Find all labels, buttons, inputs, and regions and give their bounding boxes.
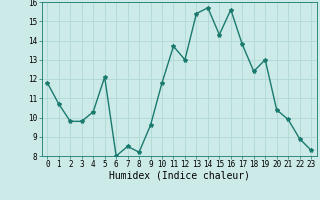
X-axis label: Humidex (Indice chaleur): Humidex (Indice chaleur) [109, 171, 250, 181]
